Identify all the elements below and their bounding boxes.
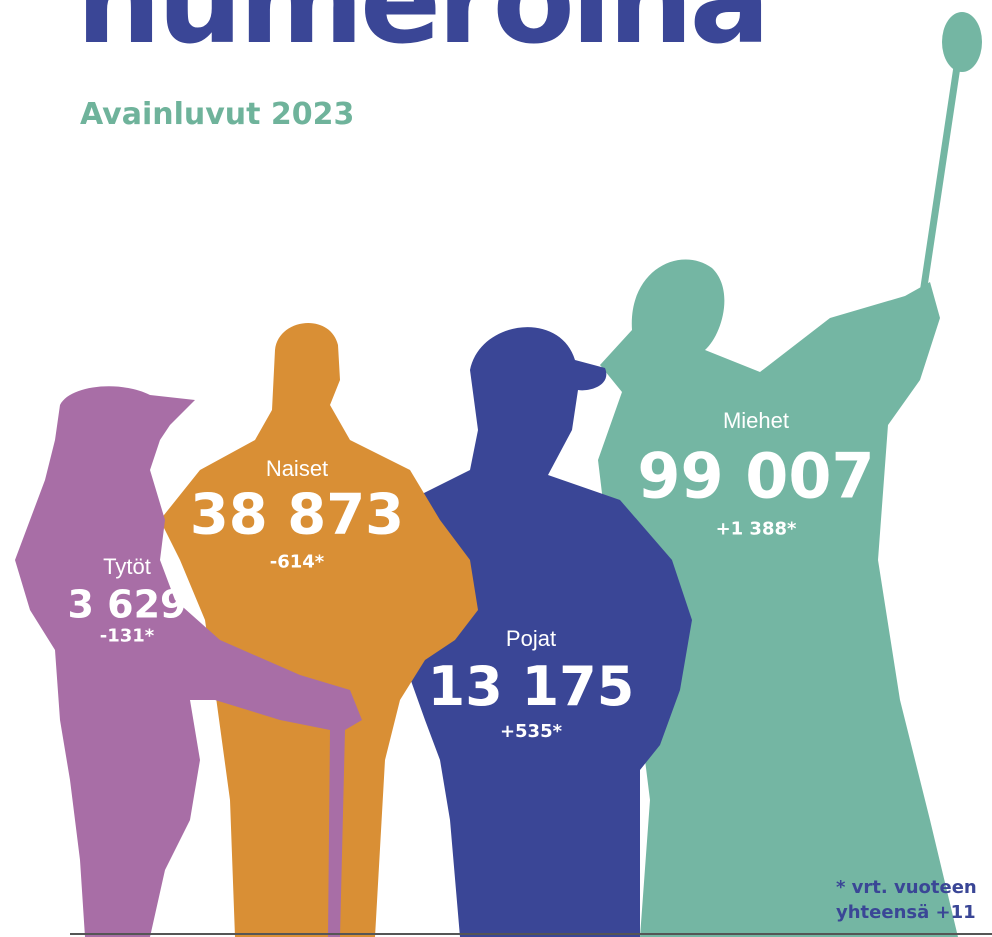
figure-value: 99 007 [637,440,874,513]
footnote-line: yhteensä +11 [836,902,976,923]
figure-value: 13 175 [428,655,635,718]
subtitle: Avainluvut 2023 [80,97,354,132]
figure-label: Tytöt [103,554,151,579]
figure-change: -614* [270,552,325,573]
figure-change: -131* [100,625,155,646]
page: {"header": {"title": "numeroina", "subti… [0,0,992,937]
figure-value: 38 873 [190,483,404,548]
figure-change: +535* [500,721,563,742]
footnote-line: * vrt. vuoteen [836,877,977,898]
figure-change: +1 388* [716,519,797,540]
figure-label: Pojat [506,626,556,651]
title: numeroina [76,0,766,71]
figure-label: Naiset [266,456,328,481]
infographic: numeroina Avainluvut 2023 Tytöt 3 629-131… [0,0,992,937]
figure-label: Miehet [723,408,789,433]
figure-value: 3 629 [68,582,187,626]
